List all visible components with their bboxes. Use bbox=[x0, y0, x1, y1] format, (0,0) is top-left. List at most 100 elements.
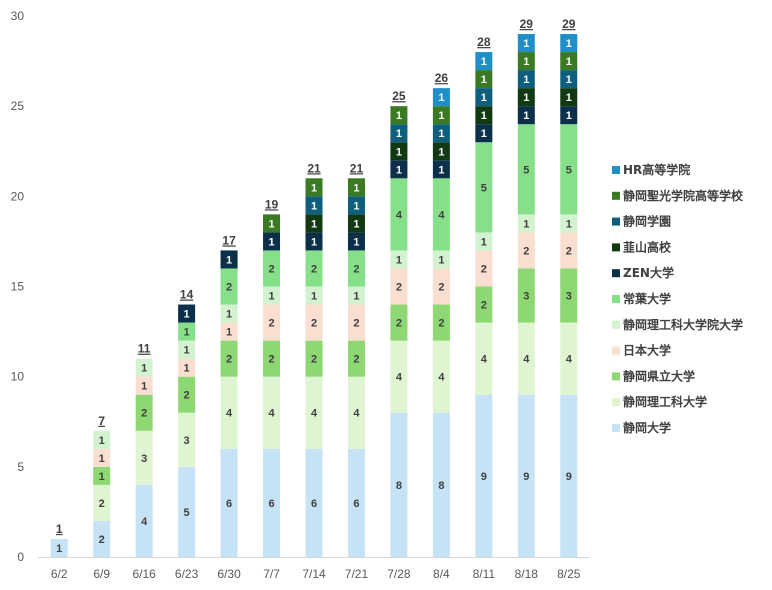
bar-segment bbox=[560, 322, 578, 395]
bar-segment bbox=[517, 34, 535, 53]
segment-value-label: 5 bbox=[184, 507, 190, 519]
bar-segment bbox=[517, 124, 535, 215]
bar-segment bbox=[135, 484, 153, 557]
bar-segment bbox=[517, 322, 535, 395]
bar-segment bbox=[432, 412, 450, 557]
segment-value-label: 1 bbox=[396, 128, 402, 140]
bar-segment bbox=[390, 178, 408, 251]
segment-value-label: 2 bbox=[523, 245, 529, 257]
segment-value-label: 2 bbox=[353, 354, 359, 366]
bar-segment bbox=[390, 340, 408, 413]
bar-segment bbox=[305, 178, 323, 197]
segment-value-label: 4 bbox=[396, 209, 403, 221]
segment-value-label: 1 bbox=[481, 236, 487, 248]
segment-value-label: 2 bbox=[268, 318, 274, 330]
bar-segment bbox=[390, 412, 408, 557]
bar-segment bbox=[263, 214, 281, 233]
segment-value-label: 2 bbox=[268, 263, 274, 275]
legend-entry: 静岡聖光学院高等学校 bbox=[623, 188, 744, 203]
legend-swatch bbox=[612, 424, 620, 432]
segment-value-label: 4 bbox=[311, 408, 318, 420]
bar-segment bbox=[220, 250, 238, 269]
bar-segment bbox=[305, 340, 323, 377]
x-tick-label: 6/30 bbox=[217, 567, 241, 581]
segment-value-label: 1 bbox=[184, 309, 190, 321]
segment-value-label: 1 bbox=[268, 236, 274, 248]
segment-value-label: 1 bbox=[566, 56, 572, 68]
bar-segment bbox=[390, 250, 408, 269]
legend-swatch bbox=[612, 269, 620, 278]
legend-entry: 静岡県立大学 bbox=[623, 368, 695, 383]
legend-entry: 日本大学 bbox=[623, 343, 671, 358]
bar-segment bbox=[517, 88, 535, 107]
bar-segment bbox=[560, 394, 578, 557]
segment-value-label: 1 bbox=[523, 110, 529, 122]
bar-segment bbox=[93, 448, 111, 467]
segment-value-label: 1 bbox=[438, 92, 444, 104]
y-tick-label: 30 bbox=[11, 9, 25, 23]
segment-value-label: 1 bbox=[353, 182, 359, 194]
segment-value-label: 1 bbox=[396, 164, 402, 176]
bar-segment bbox=[475, 106, 493, 125]
x-axis: 6/2 6/9 6/16 6/23 6/30 7/7 7/14 7/21 7/28 8/4 8/11… bbox=[38, 557, 590, 581]
bar-segment bbox=[347, 250, 365, 287]
bar-segment bbox=[263, 340, 281, 377]
legend-swatch bbox=[612, 191, 620, 200]
total-label: 29 bbox=[520, 17, 534, 31]
bar-segment bbox=[560, 70, 578, 89]
bar-segment bbox=[517, 70, 535, 89]
bar-segment bbox=[178, 322, 196, 341]
legend-swatch bbox=[612, 217, 620, 226]
bar-segment bbox=[93, 430, 111, 449]
segment-value-label: 1 bbox=[268, 218, 274, 230]
total-label: 21 bbox=[307, 161, 321, 175]
bar-segment bbox=[135, 394, 153, 431]
bar-segment bbox=[305, 214, 323, 233]
y-tick-label: 5 bbox=[17, 460, 24, 474]
bar-segment bbox=[305, 304, 323, 341]
bar-segment bbox=[517, 52, 535, 71]
segment-value-label: 1 bbox=[481, 92, 487, 104]
segment-value-label: 1 bbox=[481, 74, 487, 86]
segment-value-label: 1 bbox=[396, 146, 402, 158]
segment-value-label: 2 bbox=[566, 245, 572, 257]
segment-value-label: 4 bbox=[396, 372, 403, 384]
legend-swatch bbox=[612, 320, 620, 329]
segment-value-label: 9 bbox=[566, 471, 572, 483]
bar-segment bbox=[390, 268, 408, 305]
total-label: 26 bbox=[435, 71, 449, 85]
bar-segment bbox=[347, 376, 365, 449]
segment-value-label: 1 bbox=[481, 110, 487, 122]
bar-segment bbox=[475, 52, 493, 71]
segment-value-label: 4 bbox=[141, 516, 148, 528]
bar-segment bbox=[432, 88, 450, 107]
segment-value-label: 1 bbox=[141, 363, 147, 375]
segment-value-label: 4 bbox=[438, 372, 445, 384]
segment-value-label: 9 bbox=[481, 471, 487, 483]
bar-segment bbox=[263, 286, 281, 305]
x-tick-label: 8/18 bbox=[515, 567, 539, 581]
bar-segment bbox=[432, 178, 450, 251]
legend-entry: 韮山高校 bbox=[623, 239, 672, 254]
y-tick-label: 15 bbox=[11, 280, 25, 294]
segment-value-label: 4 bbox=[566, 354, 573, 366]
legend-swatch bbox=[612, 346, 620, 355]
bar-segment bbox=[475, 142, 493, 233]
segment-value-label: 4 bbox=[481, 354, 488, 366]
bar-segment bbox=[135, 430, 153, 485]
bar-segment bbox=[50, 538, 68, 557]
x-tick-label: 6/16 bbox=[132, 567, 156, 581]
bar-segment bbox=[560, 214, 578, 233]
total-label: 19 bbox=[265, 197, 279, 211]
legend-entry: 静岡理工科大学 bbox=[623, 394, 707, 409]
segment-value-label: 2 bbox=[99, 534, 105, 546]
total-label: 21 bbox=[350, 161, 364, 175]
y-tick-label: 20 bbox=[11, 189, 25, 203]
segment-value-label: 2 bbox=[311, 354, 317, 366]
y-tick-label: 10 bbox=[11, 370, 25, 384]
bar-segment bbox=[560, 124, 578, 215]
bar-segment bbox=[93, 484, 111, 521]
segment-value-label: 1 bbox=[226, 327, 232, 339]
bar-segment bbox=[220, 340, 238, 377]
legend-entry: HR高等学院 bbox=[623, 162, 690, 177]
